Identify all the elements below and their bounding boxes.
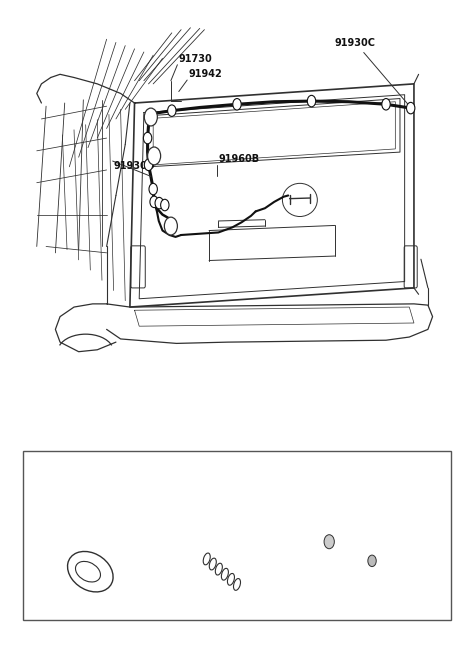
Circle shape: [382, 99, 390, 110]
Circle shape: [149, 183, 157, 195]
Bar: [23, 450, 451, 620]
Text: 1249NB: 1249NB: [358, 468, 404, 478]
Circle shape: [164, 217, 177, 235]
Text: 91942: 91942: [188, 70, 222, 79]
Text: A: A: [148, 112, 154, 121]
Text: 91960B: 91960B: [219, 154, 259, 163]
Text: C: C: [311, 460, 317, 469]
Text: B: B: [181, 460, 186, 469]
Text: 91930C: 91930C: [335, 37, 409, 105]
Circle shape: [144, 108, 157, 126]
Circle shape: [144, 159, 153, 171]
Text: 91942: 91942: [217, 468, 253, 478]
Circle shape: [407, 102, 415, 114]
Text: 91930D: 91930D: [114, 161, 155, 171]
Circle shape: [168, 105, 176, 116]
Circle shape: [233, 99, 241, 110]
Text: 91981B: 91981B: [73, 468, 117, 478]
Circle shape: [324, 535, 334, 548]
Text: A: A: [46, 460, 51, 469]
Text: 91730: 91730: [179, 54, 212, 63]
Circle shape: [155, 198, 164, 209]
Circle shape: [307, 96, 316, 107]
Circle shape: [147, 147, 161, 165]
Circle shape: [368, 555, 376, 567]
Text: C: C: [168, 222, 173, 231]
Text: B: B: [151, 151, 157, 160]
Circle shape: [161, 200, 169, 211]
Circle shape: [150, 196, 158, 207]
Circle shape: [144, 132, 152, 144]
